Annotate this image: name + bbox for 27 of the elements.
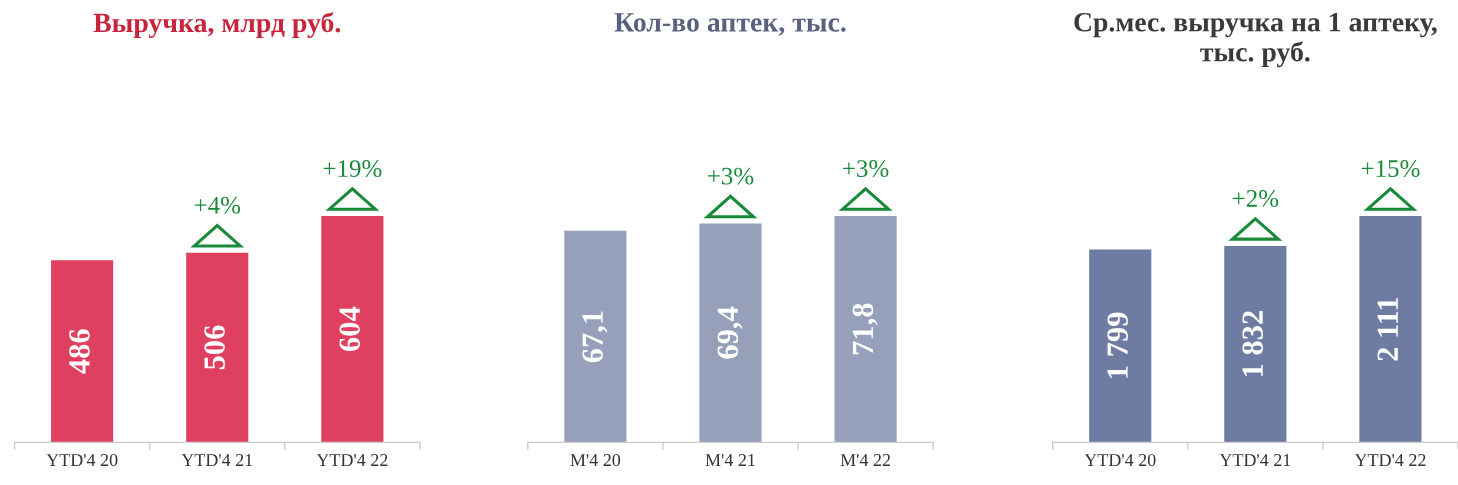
x-tick-label: M'4 21 [705, 454, 755, 466]
data-label: 506 [204, 325, 225, 370]
annotation: +2% [1232, 190, 1279, 207]
annotation: +15% [1361, 160, 1420, 178]
annotation: +4% [194, 196, 241, 214]
x-tick-label: YTD'4 20 [46, 453, 118, 467]
x-tick-label: YTD'4 21 [181, 454, 253, 466]
x-tick-label: YTD'4 20 [1084, 453, 1156, 467]
data-label: 71,8 [852, 303, 878, 355]
data-label: 69,4 [717, 306, 743, 359]
chart-title: Кол-во аптек, тыс. [614, 13, 846, 36]
annotation: +3% [707, 167, 754, 185]
data-label: 67,1 [582, 311, 608, 363]
x-tick-label: YTD'4 22 [1354, 454, 1426, 466]
x-tick-label: YTD'4 21 [1219, 454, 1291, 466]
x-tick-label: M'4 22 [840, 454, 891, 466]
x-tick-label: YTD'4 22 [316, 454, 388, 466]
data-label: 486 [69, 329, 90, 374]
data-label: 604 [339, 306, 360, 352]
data-label: 1 832 [1242, 311, 1263, 377]
data-label: 1 799 [1107, 312, 1128, 378]
chart-title: Ср.мес. выручка на 1 аптеку, тыс. руб. [1074, 12, 1437, 68]
data-label: 2 111 [1377, 298, 1398, 361]
annotation: +19% [323, 160, 382, 178]
x-tick-label: M'4 20 [570, 453, 621, 467]
chart-title: Выручка, млрд руб. [93, 12, 341, 38]
annotation: +3% [843, 160, 889, 178]
